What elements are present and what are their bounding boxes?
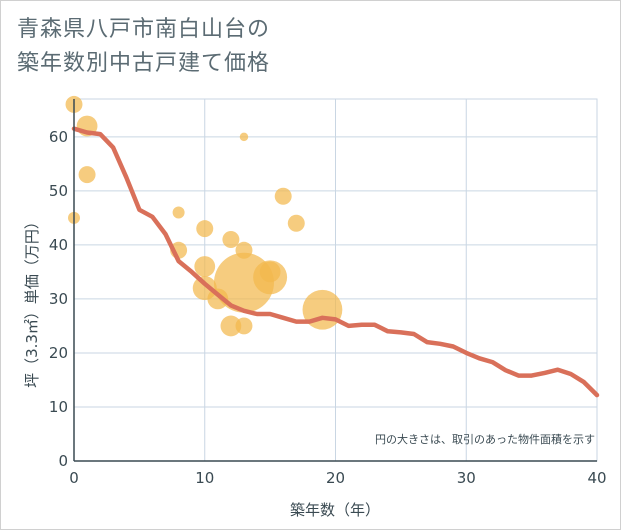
bubble-point	[259, 261, 281, 283]
bubble-point	[194, 256, 216, 277]
bubble-point	[220, 315, 242, 337]
bubble-point	[78, 166, 96, 184]
chart-title: 青森県八戸市南白山台の 築年数別中古戸建て価格	[17, 13, 270, 81]
axes: 0 10 20 30 40 50 60 0 10 20 30 40	[49, 99, 607, 487]
y-tick-label: 10	[49, 398, 68, 416]
x-tick-label: 10	[195, 469, 214, 487]
x-tick-label: 30	[457, 469, 476, 487]
bubble-point	[287, 214, 305, 232]
y-tick-label: 0	[58, 452, 68, 470]
bubble-point	[235, 317, 253, 335]
x-axis-label: 築年数（年）	[290, 501, 380, 519]
y-tick-label: 60	[49, 128, 68, 146]
bubble-point	[274, 187, 292, 205]
trend-line	[71, 126, 600, 398]
x-tick-label: 0	[69, 469, 79, 487]
grid-lines	[73, 98, 598, 462]
y-axis-label: 坪（3.3㎡）単価（万円）	[23, 214, 41, 388]
bubbles-layer	[65, 95, 343, 337]
chart-title-line2: 築年数別中古戸建て価格	[17, 51, 271, 76]
size-note: 円の大きさは、取引のあった物件面積を示す	[375, 432, 595, 446]
y-tick-label: 40	[49, 236, 68, 254]
y-tick-label: 30	[49, 290, 68, 308]
bubble-point	[239, 132, 249, 142]
x-tick-label: 20	[326, 469, 345, 487]
bubble-point	[196, 220, 214, 238]
y-tick-label: 50	[49, 182, 68, 200]
chart-title-line1: 青森県八戸市南白山台の	[17, 17, 271, 42]
bubble-point	[222, 230, 240, 248]
x-tick-label: 40	[587, 469, 606, 487]
y-tick-label: 20	[49, 344, 68, 362]
bubble-point	[172, 206, 185, 219]
